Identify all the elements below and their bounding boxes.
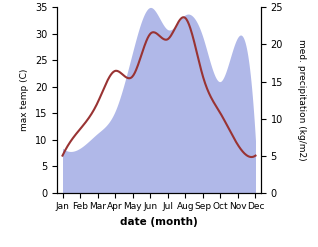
Y-axis label: max temp (C): max temp (C) [20, 69, 30, 131]
X-axis label: date (month): date (month) [120, 217, 198, 227]
Y-axis label: med. precipitation (kg/m2): med. precipitation (kg/m2) [297, 39, 306, 161]
